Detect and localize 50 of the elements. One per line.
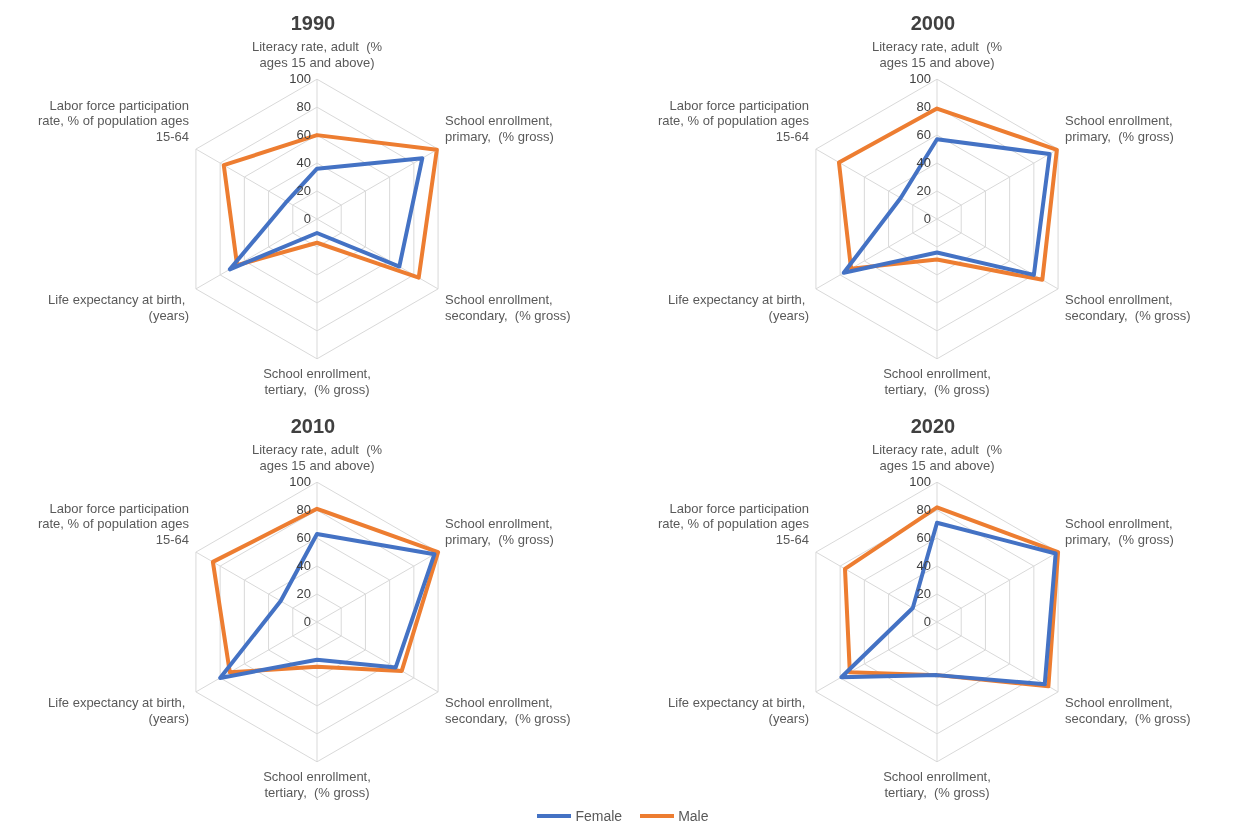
y-tick-label: 60 (296, 529, 311, 545)
y-tick-label: 100 (909, 70, 931, 86)
chart-title: 1990 (290, 11, 336, 34)
y-tick-label: 80 (916, 98, 931, 114)
legend-label: Male (678, 808, 709, 824)
y-tick-label: 80 (296, 98, 311, 114)
y-tick-label: 100 (289, 70, 311, 86)
chart-title: 2000 (910, 11, 956, 34)
y-tick-label: 60 (916, 529, 931, 545)
spoke-label: School enrollment, primary, (% gross) (1065, 516, 1174, 547)
y-tick-label: 0 (923, 613, 931, 629)
y-tick-label: 100 (289, 473, 311, 489)
spoke-label: Literacy rate, adult (% ages 15 and above) (251, 442, 383, 473)
spoke-label: Literacy rate, adult (% ages 15 and above) (251, 39, 383, 70)
spoke-label: Life expectancy at birth, (years) (668, 292, 809, 323)
spoke-label: School enrollment, tertiary, (% gross) (883, 366, 991, 397)
spoke-label: School enrollment, tertiary, (% gross) (263, 366, 371, 397)
spoke-label: Life expectancy at birth, (years) (668, 695, 809, 726)
y-tick-label: 80 (296, 501, 311, 517)
y-tick-label: 0 (923, 210, 931, 226)
spoke-label: School enrollment, secondary, (% gross) (445, 695, 571, 726)
spoke-label: School enrollment, tertiary, (% gross) (883, 769, 991, 800)
spoke-label: Labor force participation rate, % of population ages 15-64 (37, 97, 190, 144)
y-tick-label: 80 (916, 501, 931, 517)
y-tick-label: 0 (303, 613, 311, 629)
chart-title: 2020 (910, 414, 956, 437)
spoke-label: School enrollment, primary, (% gross) (445, 113, 554, 144)
spoke-label: Literacy rate, adult (% ages 15 and above) (871, 442, 1003, 473)
y-tick-label: 60 (296, 126, 311, 142)
y-tick-label: 60 (916, 126, 931, 142)
legend-label: Female (575, 808, 623, 824)
spoke-label: Labor force participation rate, % of population ages 15-64 (657, 500, 810, 547)
y-tick-label: 20 (296, 585, 311, 601)
spoke-label: Literacy rate, adult (% ages 15 and above) (871, 39, 1003, 70)
spoke-label: Life expectancy at birth, (years) (48, 695, 189, 726)
y-tick-label: 20 (296, 182, 311, 198)
spoke-label: School enrollment, secondary, (% gross) (1065, 695, 1191, 726)
spoke-label: Labor force participation rate, % of population ages 15-64 (37, 500, 190, 547)
spoke-label: School enrollment, secondary, (% gross) (445, 292, 571, 323)
spoke-label: School enrollment, secondary, (% gross) (1065, 292, 1191, 323)
spoke-label: School enrollment, primary, (% gross) (1065, 113, 1174, 144)
spoke-label: School enrollment, tertiary, (% gross) (263, 769, 371, 800)
chart-title: 2010 (290, 414, 336, 437)
y-tick-label: 20 (916, 182, 931, 198)
spoke-label: Labor force participation rate, % of population ages 15-64 (657, 97, 810, 144)
spoke-label: School enrollment, primary, (% gross) (445, 516, 554, 547)
y-tick-label: 0 (303, 210, 311, 226)
y-tick-label: 40 (296, 154, 311, 170)
y-tick-label: 100 (909, 473, 931, 489)
spoke-label: Life expectancy at birth, (years) (48, 292, 189, 323)
